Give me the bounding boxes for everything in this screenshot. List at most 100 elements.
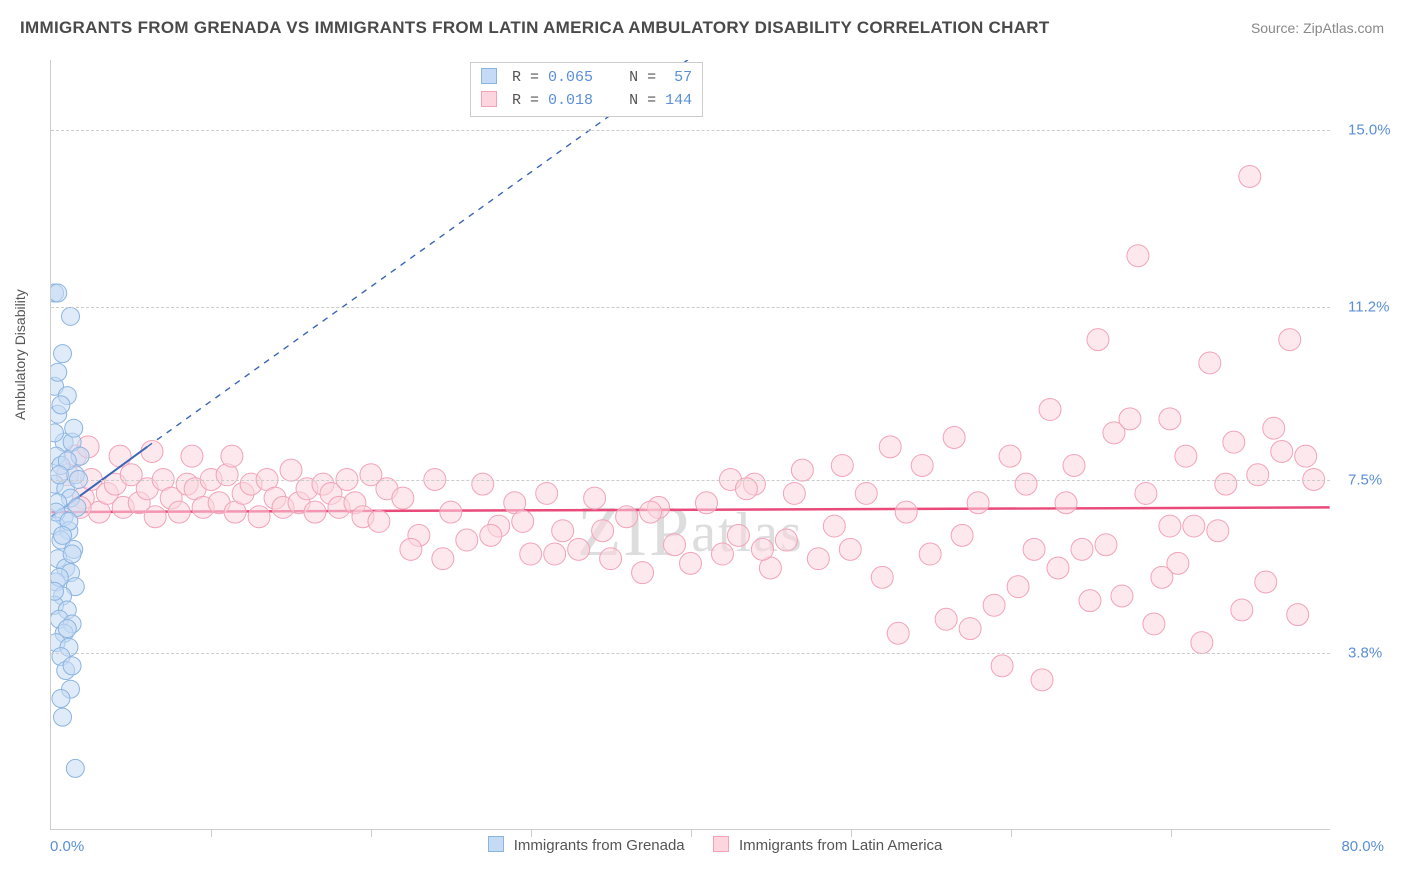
data-point [600, 548, 622, 570]
data-point [839, 538, 861, 560]
data-point [1167, 552, 1189, 574]
data-point [1055, 492, 1077, 514]
data-point [743, 473, 765, 495]
data-point [55, 433, 73, 451]
stats-swatch-latin-america [481, 91, 497, 107]
data-point [62, 680, 80, 698]
data-point [791, 459, 813, 481]
y-tick-label: 15.0% [1348, 122, 1406, 139]
data-point [480, 524, 502, 546]
gridline [51, 480, 1330, 481]
data-point [831, 454, 853, 476]
data-point [879, 436, 901, 458]
data-point [512, 510, 534, 532]
data-point [568, 538, 590, 560]
stats-box: R = 0.065 N = 57 R = 0.018 N = 144 [470, 62, 703, 117]
data-point [60, 522, 78, 540]
y-axis-label: Ambulatory Disability [12, 289, 28, 420]
data-point [51, 284, 67, 302]
data-point [1207, 520, 1229, 542]
data-point [1039, 399, 1061, 421]
stats-n-latin-america: 144 [665, 92, 692, 109]
data-point [304, 501, 326, 523]
data-point [472, 473, 494, 495]
data-point [160, 487, 182, 509]
data-point [51, 550, 67, 568]
data-point [991, 655, 1013, 677]
data-point [96, 482, 118, 504]
data-point [783, 482, 805, 504]
data-point [51, 377, 64, 395]
data-point [288, 492, 310, 514]
data-point [208, 492, 230, 514]
data-point [55, 624, 73, 642]
y-tick-label: 11.2% [1348, 299, 1406, 316]
data-point [51, 582, 64, 600]
data-point [54, 345, 72, 363]
data-point [807, 548, 829, 570]
data-point [488, 515, 510, 537]
data-point [1151, 566, 1173, 588]
data-point [544, 543, 566, 565]
data-point [104, 473, 126, 495]
data-point [57, 559, 75, 577]
data-point [959, 618, 981, 640]
data-point [775, 529, 797, 551]
data-point [1255, 571, 1277, 593]
chart-svg [51, 60, 1330, 829]
data-point [1015, 473, 1037, 495]
data-point [51, 610, 68, 628]
data-point [592, 520, 614, 542]
data-point [54, 708, 72, 726]
data-point [52, 648, 70, 666]
stats-r-grenada: 0.065 [548, 69, 593, 86]
watermark: ZIPatlas [51, 490, 1330, 573]
data-point [919, 543, 941, 565]
data-point [224, 501, 246, 523]
data-point [935, 608, 957, 630]
data-point [552, 520, 574, 542]
stats-r-latin-america: 0.018 [548, 92, 593, 109]
data-point [312, 473, 334, 495]
data-point [680, 552, 702, 574]
data-point [1263, 417, 1285, 439]
data-point [1103, 422, 1125, 444]
data-point [1247, 464, 1269, 486]
data-point [181, 445, 203, 467]
data-point [58, 387, 76, 405]
data-point [1271, 441, 1293, 463]
data-point [55, 508, 73, 526]
data-point [1159, 408, 1181, 430]
data-point [1215, 473, 1237, 495]
data-point [71, 447, 89, 465]
data-point [120, 464, 142, 486]
data-point [52, 531, 70, 549]
data-point [1023, 538, 1045, 560]
data-point [221, 445, 243, 467]
stats-r-label-2: R = [512, 92, 548, 109]
data-point [112, 496, 134, 518]
data-point [272, 496, 294, 518]
data-point [376, 478, 398, 500]
data-point [1063, 454, 1085, 476]
data-point [344, 492, 366, 514]
data-point [62, 564, 80, 582]
data-point [65, 540, 83, 558]
data-point [751, 538, 773, 560]
bottom-legend: Immigrants from Grenada Immigrants from … [0, 836, 1406, 854]
stats-n-grenada: 57 [674, 69, 692, 86]
data-point [967, 492, 989, 514]
data-point [62, 489, 80, 507]
data-point [616, 506, 638, 528]
data-point [1087, 329, 1109, 351]
regression-line-extrapolated [147, 60, 850, 447]
data-point [62, 307, 80, 325]
data-point [1119, 408, 1141, 430]
data-point [136, 478, 158, 500]
data-point [51, 466, 68, 484]
data-point [52, 456, 70, 474]
data-point [296, 478, 318, 500]
data-point [400, 538, 422, 560]
data-point [352, 506, 374, 528]
data-point [63, 545, 81, 563]
